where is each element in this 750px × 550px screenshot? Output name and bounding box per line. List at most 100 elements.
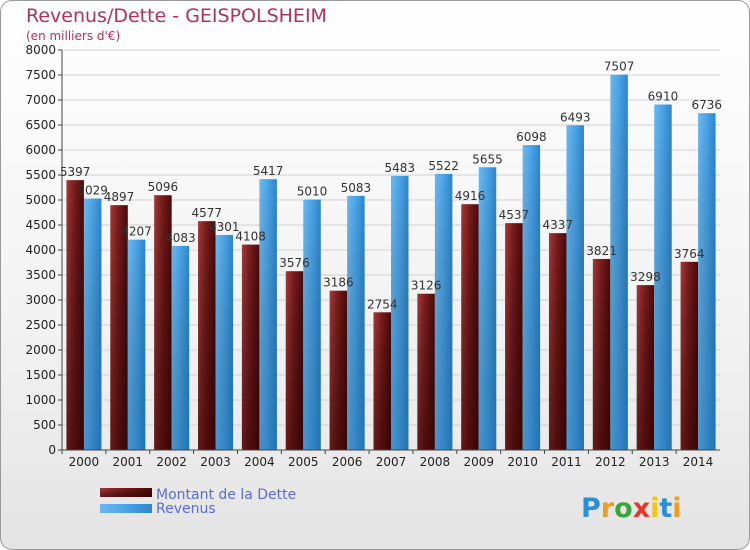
bars-group: [66, 74, 716, 451]
value-label-dette: 4577: [192, 206, 223, 220]
y-tick-label: 0: [48, 443, 56, 457]
value-label-dette: 3821: [586, 244, 617, 258]
bar-dette-shade: [285, 271, 304, 450]
y-tick-label: 2000: [25, 343, 56, 357]
bar-revenus-shade: [610, 74, 628, 451]
value-label-revenus: 5010: [297, 185, 328, 199]
bar-dette-shade: [66, 180, 84, 450]
value-label-revenus: 5522: [428, 159, 459, 173]
value-label-dette: 3764: [674, 247, 705, 261]
y-tick-label: 5500: [25, 168, 56, 182]
y-tick-label: 2500: [25, 318, 56, 332]
bar-revenus-shade: [259, 179, 277, 450]
x-tick-label: 2003: [200, 455, 231, 469]
value-label-revenus: 4301: [209, 220, 240, 234]
bar-dette-shade: [198, 221, 216, 450]
bar-dette-shade: [241, 244, 260, 450]
y-tick-label: 4500: [25, 218, 56, 232]
value-label-revenus: 6493: [560, 110, 591, 124]
legend-label-revenus: Revenus: [156, 501, 216, 517]
value-label-revenus: 6098: [516, 130, 547, 144]
bar-dette-shade: [417, 293, 435, 450]
value-label-revenus: 5483: [384, 161, 415, 175]
value-label-dette: 3126: [411, 279, 442, 293]
legend: Montant de la Dette Revenus: [100, 487, 296, 517]
bar-revenus-shade: [566, 125, 584, 450]
bar-revenus-shade: [654, 104, 672, 450]
value-label-dette: 4108: [235, 230, 266, 244]
proxiti-logo: Proxiti: [581, 493, 682, 524]
x-tick-label: 2002: [156, 455, 187, 469]
bar-dette-shade: [548, 233, 567, 450]
value-label-revenus: 4083: [165, 231, 196, 245]
bar-dette-shade: [592, 258, 611, 450]
axes: 0 500 1000 1500 2000 2500 3000 3500 4000 4500 5000…: [25, 43, 720, 469]
x-tick-label: 2001: [113, 455, 144, 469]
value-label-revenus: 5083: [341, 181, 372, 195]
bar-revenus-shade: [215, 234, 234, 450]
x-tick-label: 2008: [420, 455, 451, 469]
value-label-dette: 5397: [60, 165, 91, 179]
value-label-dette: 4916: [455, 189, 486, 203]
legend-label-dette: Montant de la Dette: [156, 487, 296, 503]
value-label-revenus: 6736: [692, 98, 723, 112]
x-tick-label: 2007: [376, 455, 407, 469]
x-tick-label: 2000: [69, 455, 100, 469]
x-tick-label: 2012: [595, 455, 626, 469]
bar-revenus-shade: [391, 175, 409, 450]
x-tick-label: 2010: [507, 455, 538, 469]
y-tick-label: 7000: [25, 93, 56, 107]
value-label-dette: 3186: [323, 276, 354, 290]
value-label-revenus: 4207: [121, 225, 152, 239]
bar-revenus-shade: [347, 195, 365, 450]
bar-revenus-shade: [83, 198, 102, 450]
value-label-revenus: 5655: [472, 152, 503, 166]
x-tick-label: 2009: [463, 455, 494, 469]
value-label-dette: 3576: [279, 256, 310, 270]
bar-revenus-shade: [478, 167, 497, 450]
bar-dette-shade: [154, 195, 172, 450]
bar-revenus-shade: [303, 199, 321, 450]
x-tick-label: 2005: [288, 455, 319, 469]
y-tick-label: 6500: [25, 118, 56, 132]
y-tick-label: 5000: [25, 193, 56, 207]
bar-revenus-shade: [171, 245, 190, 450]
y-tick-label: 1500: [25, 368, 56, 382]
x-tick-label: 2014: [683, 455, 714, 469]
bar-revenus-shade: [698, 113, 716, 450]
bar-dette-shade: [110, 205, 128, 450]
y-tick-label: 6000: [25, 143, 56, 157]
bar-dette-shade: [329, 290, 348, 450]
y-tick-label: 3000: [25, 293, 56, 307]
chart-title: Revenus/Dette - GEISPOLSHEIM: [26, 5, 327, 27]
y-tick-label: 8000: [25, 43, 56, 57]
y-tick-label: 7500: [25, 68, 56, 82]
value-label-revenus: 5029: [77, 184, 108, 198]
y-tick-label: 4000: [25, 243, 56, 257]
value-label-revenus: 5417: [253, 164, 284, 178]
value-label-dette: 5096: [148, 180, 179, 194]
value-label-dette: 3298: [630, 270, 661, 284]
x-tick-label: 2006: [332, 455, 363, 469]
bar-dette-shade: [680, 261, 699, 450]
y-tick-label: 3500: [25, 268, 56, 282]
y-tick-label: 500: [33, 418, 56, 432]
bar-dette-shade: [505, 223, 523, 450]
bar-dette-shade: [461, 204, 479, 450]
value-label-revenus: 6910: [648, 90, 679, 104]
bar-revenus-shade: [434, 173, 453, 450]
value-label-dette: 4337: [542, 218, 573, 232]
chart-subtitle: (en milliers d'€): [26, 29, 121, 43]
bar-dette-shade: [373, 312, 391, 450]
y-tick-label: 1000: [25, 393, 56, 407]
value-label-revenus: 7507: [604, 60, 635, 74]
svg-text:Proxiti: Proxiti: [581, 493, 682, 524]
value-label-dette: 4897: [104, 190, 135, 204]
value-label-dette: 4537: [499, 208, 530, 222]
value-label-dette: 2754: [367, 297, 398, 311]
bar-revenus-shade: [522, 145, 541, 450]
bar-dette-shade: [636, 285, 655, 450]
x-tick-label: 2011: [551, 455, 582, 469]
